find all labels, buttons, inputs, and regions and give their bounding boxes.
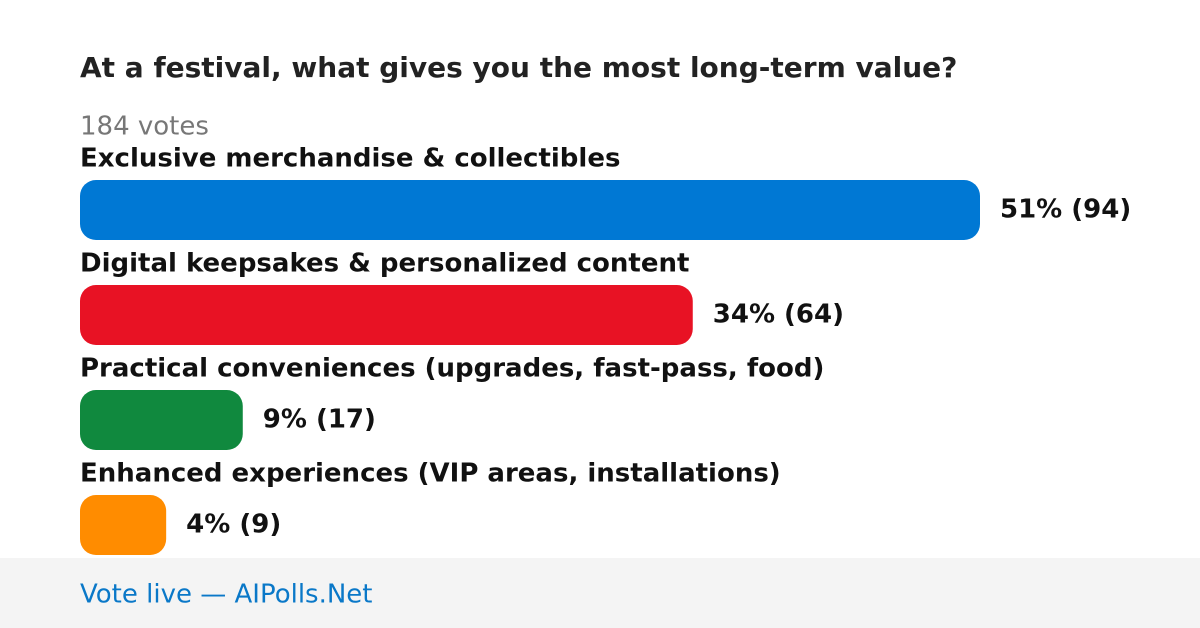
bar: [80, 285, 693, 345]
value-label: 4% (9): [186, 510, 281, 540]
vote-count: 184 votes: [80, 112, 209, 142]
value-label: 51% (94): [1000, 195, 1131, 225]
bar: [80, 495, 167, 555]
value-label: 9% (17): [263, 405, 376, 435]
value-label: 34% (64): [713, 300, 844, 330]
option-label: Exclusive merchandise & collectibles: [80, 144, 620, 174]
bar: [80, 390, 243, 450]
option-label: Enhanced experiences (VIP areas, install…: [80, 459, 781, 489]
bar: [80, 180, 980, 240]
poll-title: At a festival, what gives you the most l…: [80, 51, 957, 84]
option-label: Practical conveniences (upgrades, fast-p…: [80, 354, 824, 384]
footer-bar: [0, 558, 1200, 628]
footer-link[interactable]: Vote live — AIPolls.Net: [80, 580, 373, 610]
option-label: Digital keepsakes & personalized content: [80, 249, 689, 279]
